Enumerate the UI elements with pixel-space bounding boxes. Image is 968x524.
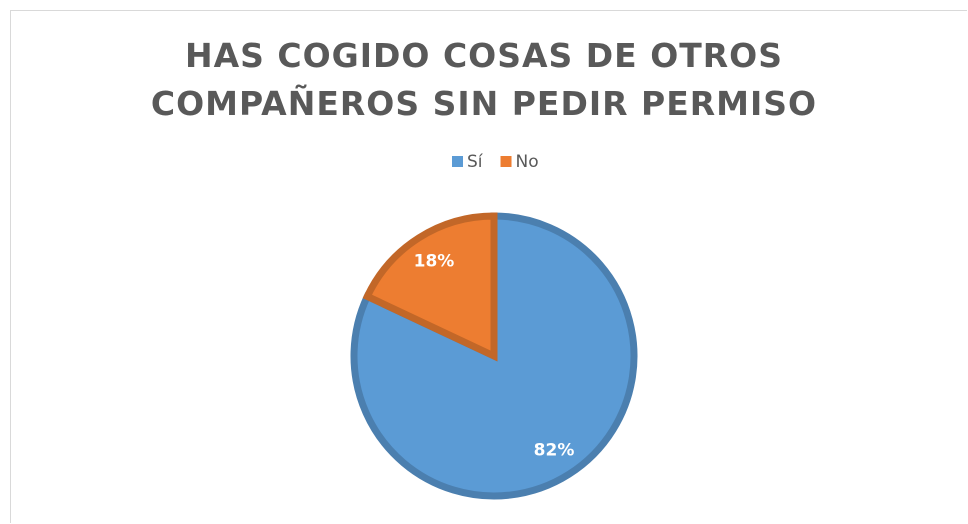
- legend-label: Sí: [467, 152, 484, 172]
- legend-swatch: [500, 156, 512, 167]
- legend-swatch: [452, 156, 463, 167]
- data-label: 82%: [534, 441, 575, 461]
- chart-frame: [10, 10, 967, 523]
- data-label: 18%: [414, 251, 455, 271]
- chart-title: HAS COGIDO COSAS DE OTROS COMPAÑEROS SIN…: [150, 36, 818, 123]
- legend-label: No: [516, 152, 539, 172]
- pie-slice: [362, 212, 498, 362]
